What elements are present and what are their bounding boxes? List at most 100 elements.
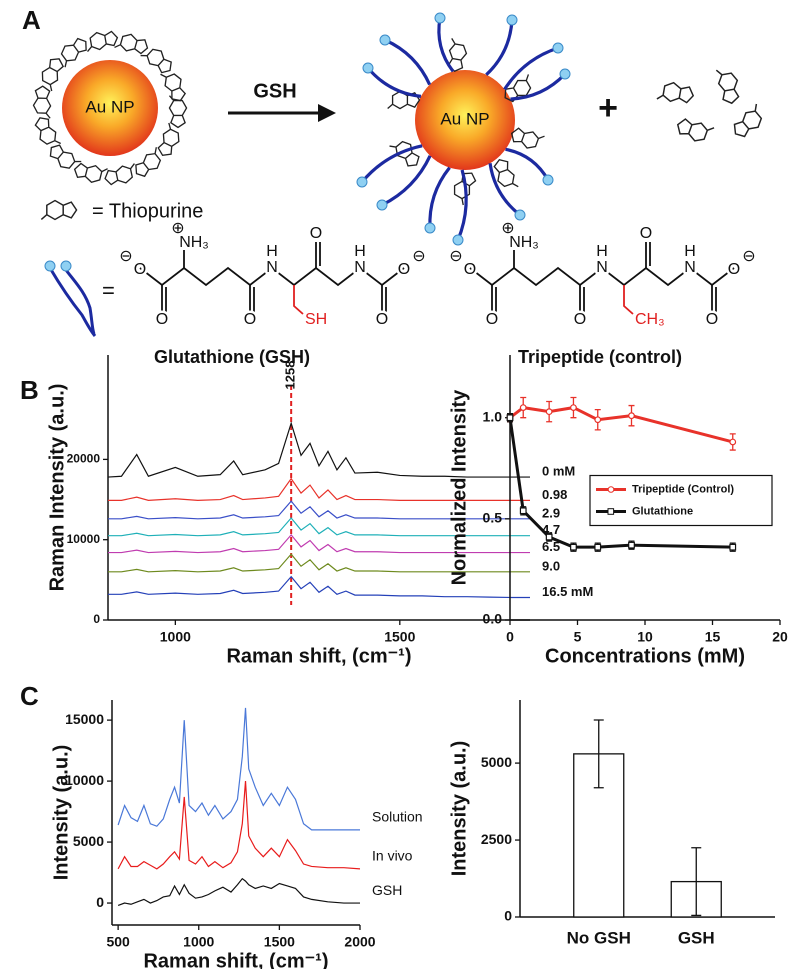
marker (570, 404, 577, 411)
ligand-ball (379, 34, 391, 46)
ligand (384, 38, 432, 86)
atom-label: O (398, 261, 410, 278)
x-tick-label: 1000 (183, 934, 214, 950)
atom-label: ⊖ (119, 248, 132, 265)
thiopurine-icon (32, 85, 52, 119)
molecule-name: Tripeptide (control) (518, 347, 682, 367)
y-tick-label: 2500 (481, 831, 512, 847)
legend-marker (607, 486, 615, 493)
series-line (107, 421, 530, 478)
atom-label: ⊕ (171, 220, 184, 237)
thiopurine-icon (139, 42, 177, 78)
series-label: 6.5 (542, 539, 560, 554)
ligand-ball (424, 222, 436, 234)
y-tick-label: 0.0 (483, 611, 503, 627)
chart: 0 5000 10000 15000 500 1000 1500 2000 Raman shif… (50, 700, 423, 969)
ligand (505, 147, 550, 181)
marker (729, 543, 737, 551)
marker (506, 414, 514, 422)
atom-label: O (486, 311, 498, 328)
ligand (503, 46, 559, 91)
thiopurine-icon (45, 140, 82, 176)
ligand-ball (434, 12, 446, 24)
series-label: 0 mM (542, 463, 575, 478)
ligand (428, 166, 451, 229)
marker (594, 543, 602, 551)
x-tick-label: 500 (106, 934, 130, 950)
atom-label: O (310, 225, 322, 242)
series-line (108, 500, 530, 520)
thiopurine-icon (159, 67, 189, 105)
thiopurine-icon (71, 160, 109, 186)
atom-label: NH₃ (509, 234, 539, 251)
x-tick-label: No GSH (567, 928, 631, 947)
marker (628, 541, 635, 549)
legend-text: = (102, 278, 115, 303)
ligand-ball (376, 199, 388, 211)
y-tick-label: 15000 (65, 711, 104, 727)
ligand-ball (506, 14, 518, 26)
legend-label: Tripeptide (Control) (632, 483, 734, 495)
atom-label: N (266, 259, 278, 276)
thiopurine-icon (40, 199, 78, 221)
legend-marker (607, 508, 615, 515)
atom-label: N (684, 259, 696, 276)
marker (545, 533, 553, 541)
legend-label: Glutathione (632, 505, 693, 517)
side-chain-label: CH₃ (635, 311, 665, 328)
series-label: GSH (372, 882, 402, 898)
thiopurine-icon (728, 103, 770, 142)
x-tick-label: GSH (678, 928, 715, 947)
series-label: 2.9 (542, 505, 560, 520)
error-bar (691, 847, 702, 917)
gold-nanoparticle (415, 70, 515, 170)
marker (628, 412, 635, 420)
atom-label: O (376, 311, 388, 328)
ligand-ball (559, 68, 571, 80)
x-tick-label: 20 (772, 629, 788, 645)
thiopurine-icon (31, 113, 62, 152)
arrow-head (318, 104, 336, 122)
y-axis-label: Intensity (a.u.) (448, 741, 470, 877)
scheme: Au NP GSH Au NP + = Thiopurine = O⊖ONH₃⊕… (31, 12, 770, 367)
molecule-name: Glutathione (GSH) (154, 347, 310, 367)
atom-label: O (464, 261, 476, 278)
atom-label: O (706, 311, 718, 328)
ligand (360, 144, 423, 184)
chart: 0 2500 5000 Intensity (a.u.) No GSH GSH (448, 700, 775, 947)
thiopurine-icon (102, 162, 139, 188)
x-tick-label: 1500 (384, 629, 415, 645)
ligand (485, 19, 514, 76)
x-axis-label: Raman shift, (cm⁻¹) (226, 645, 411, 667)
x-tick-label: 5 (574, 629, 582, 645)
atom-label: H (596, 243, 608, 260)
x-tick-label: 2000 (344, 934, 375, 950)
y-tick-label: 20000 (67, 452, 101, 466)
series-line (108, 553, 530, 573)
y-tick-label: 1.0 (483, 408, 503, 424)
particle-label: Au NP (440, 109, 489, 128)
reagent-label: GSH (253, 80, 296, 102)
atom-label: H (684, 243, 696, 260)
thiopurine-icon (673, 115, 715, 147)
thiopurine-icon (508, 124, 546, 153)
y-tick-label: 0.5 (483, 510, 503, 526)
series-line (117, 877, 360, 907)
particle-label: Au NP (85, 97, 134, 116)
ligand (381, 155, 432, 207)
thiopurine-icon (715, 66, 742, 106)
ligand-ball (542, 174, 554, 186)
y-tick-label: 5000 (481, 754, 512, 770)
atom-label: O (156, 311, 168, 328)
y-tick-label: 5000 (73, 833, 104, 849)
y-axis-label: Normalized Intensity (448, 389, 470, 585)
atom-label: N (354, 259, 366, 276)
panel-label: A (22, 5, 41, 35)
x-axis-label: Raman shift, (cm⁻¹) (143, 950, 328, 969)
series-line (108, 575, 530, 599)
series-line (117, 781, 361, 870)
side-chain-label: SH (305, 311, 327, 328)
atom-label: O (574, 311, 586, 328)
